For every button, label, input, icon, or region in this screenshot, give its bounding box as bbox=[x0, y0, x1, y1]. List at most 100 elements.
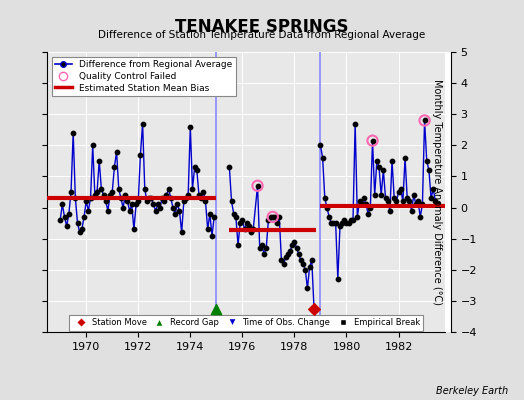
Point bbox=[416, 214, 424, 220]
Point bbox=[386, 208, 394, 214]
Point bbox=[165, 186, 173, 192]
Point bbox=[151, 208, 160, 214]
Point bbox=[119, 204, 127, 211]
Point bbox=[405, 198, 413, 204]
Point bbox=[357, 201, 366, 208]
Point bbox=[238, 217, 247, 223]
Point bbox=[205, 210, 214, 217]
Point bbox=[78, 226, 86, 232]
Point bbox=[277, 257, 286, 264]
Point bbox=[418, 201, 427, 208]
Point bbox=[117, 195, 125, 202]
Point bbox=[60, 214, 69, 220]
Point bbox=[178, 229, 186, 236]
Point bbox=[271, 214, 279, 220]
Point bbox=[338, 220, 346, 226]
Point bbox=[347, 217, 355, 223]
Point bbox=[286, 248, 294, 254]
Point bbox=[308, 257, 316, 264]
Point bbox=[199, 189, 208, 195]
Point bbox=[407, 208, 416, 214]
Point bbox=[310, 304, 318, 310]
Point bbox=[373, 158, 381, 164]
Point bbox=[368, 138, 377, 144]
Point bbox=[115, 186, 123, 192]
Point bbox=[297, 257, 305, 264]
Point bbox=[384, 198, 392, 204]
Point bbox=[167, 195, 175, 202]
Point bbox=[353, 214, 362, 220]
Y-axis label: Monthly Temperature Anomaly Difference (°C): Monthly Temperature Anomaly Difference (… bbox=[431, 79, 442, 305]
Point bbox=[64, 210, 73, 217]
Point bbox=[193, 167, 201, 174]
Point bbox=[121, 192, 129, 198]
Point bbox=[203, 226, 212, 232]
Point bbox=[75, 229, 84, 236]
Point bbox=[102, 198, 110, 204]
Point bbox=[321, 195, 329, 202]
Point bbox=[266, 214, 275, 220]
Point bbox=[108, 189, 116, 195]
Point bbox=[227, 198, 236, 204]
Point bbox=[355, 198, 364, 204]
Point bbox=[243, 220, 251, 226]
Point bbox=[143, 198, 151, 204]
Point bbox=[173, 201, 181, 208]
Point bbox=[82, 198, 91, 204]
Point bbox=[140, 186, 149, 192]
Point bbox=[299, 260, 307, 267]
Point bbox=[301, 266, 310, 273]
Point bbox=[254, 182, 262, 189]
Point bbox=[414, 198, 422, 204]
Point bbox=[106, 192, 114, 198]
Point bbox=[149, 201, 158, 208]
Point bbox=[86, 195, 95, 202]
Point bbox=[136, 152, 145, 158]
Point bbox=[319, 154, 327, 161]
Point bbox=[80, 214, 88, 220]
Point bbox=[351, 120, 359, 127]
Point bbox=[210, 214, 219, 220]
Point bbox=[368, 138, 377, 144]
Point bbox=[366, 204, 375, 211]
Point bbox=[425, 167, 433, 174]
Point bbox=[188, 186, 196, 192]
Point bbox=[195, 192, 203, 198]
Point bbox=[303, 285, 312, 292]
Text: Difference of Station Temperature Data from Regional Average: Difference of Station Temperature Data f… bbox=[99, 30, 425, 40]
Point bbox=[73, 220, 82, 226]
Point bbox=[433, 201, 442, 208]
Point bbox=[225, 164, 234, 170]
Point bbox=[62, 223, 71, 230]
Point bbox=[290, 238, 299, 245]
Point bbox=[169, 204, 177, 211]
Point bbox=[332, 220, 340, 226]
Point bbox=[273, 220, 281, 226]
Point bbox=[305, 264, 314, 270]
Point bbox=[249, 226, 257, 232]
Point bbox=[147, 195, 156, 202]
Point bbox=[329, 220, 337, 226]
Point bbox=[93, 189, 101, 195]
Point bbox=[130, 226, 138, 232]
Point bbox=[247, 229, 255, 236]
Point bbox=[292, 245, 301, 251]
Point bbox=[180, 198, 188, 204]
Point bbox=[283, 251, 292, 258]
Point bbox=[212, 306, 221, 312]
Point bbox=[412, 201, 420, 208]
Point bbox=[262, 245, 270, 251]
Point bbox=[429, 186, 438, 192]
Point bbox=[375, 164, 383, 170]
Point bbox=[208, 232, 216, 239]
Point bbox=[110, 164, 118, 170]
Point bbox=[420, 117, 429, 124]
Point bbox=[71, 195, 80, 202]
Point bbox=[364, 210, 373, 217]
Point bbox=[422, 158, 431, 164]
Point bbox=[323, 204, 331, 211]
Point bbox=[123, 198, 132, 204]
Point bbox=[56, 217, 64, 223]
Point bbox=[256, 245, 264, 251]
Point bbox=[288, 242, 297, 248]
